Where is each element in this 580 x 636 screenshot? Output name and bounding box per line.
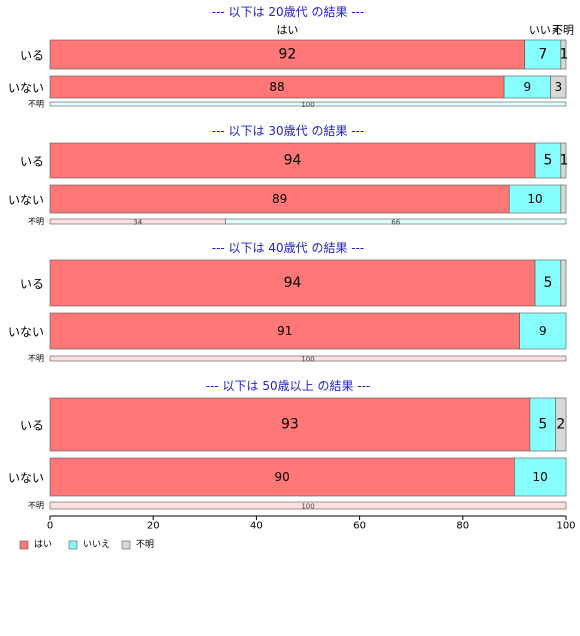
row-label: いる [20,277,44,291]
data-label: 92 [278,47,296,63]
data-label: 7 [538,47,547,63]
column-label: 不明 [552,24,574,37]
data-label: 2 [556,417,565,433]
bar-segment [519,312,567,350]
column-label: はい [276,24,298,37]
data-label: 88 [269,80,284,94]
bar-segment [49,184,510,214]
data-label: 9 [523,80,531,94]
data-label: 1 [560,47,569,63]
row-label: いる [20,155,44,169]
data-label: 3 [554,80,562,94]
bar-segment [560,142,567,179]
x-tick-label: 60 [353,521,366,532]
bar-segment [49,101,567,107]
x-tick-label: 40 [250,521,263,532]
bar-segment [49,397,531,452]
row-label: いない [8,193,44,207]
panel-title: --- 以下は 20歳代 の結果 --- [212,5,365,19]
row-label: 不明 [28,100,44,109]
x-tick-label: 80 [456,521,469,532]
panel-title: --- 以下は 30歳代 の結果 --- [212,124,365,138]
row-label: 不明 [28,501,44,510]
bar-segment [508,184,562,214]
data-label: 94 [284,153,302,169]
row-label: いない [8,325,44,339]
data-label: 9 [539,324,547,338]
bar-segment [560,184,567,214]
bar-segment [514,457,567,497]
data-label: 10 [527,192,542,206]
x-tick-label: 0 [47,521,53,532]
row-label: いる [20,419,44,433]
bar-segment [534,259,562,307]
bar-segment [555,397,567,452]
row-label: いない [8,81,44,95]
bar-segment [49,501,567,510]
x-tick-label: 100 [556,521,575,532]
data-label: 100 [301,101,314,109]
bar-segment [524,39,562,70]
row-label: いる [20,49,44,63]
data-label: 93 [281,417,299,433]
panel-title: --- 以下は 50歳以上 の結果 --- [206,379,371,393]
bar-segment [560,39,567,70]
data-label: 91 [277,324,292,338]
panel-title: --- 以下は 40歳代 の結果 --- [212,241,365,255]
legend-label: いいえ [83,539,110,550]
bar-segment [560,259,567,307]
data-label: 100 [301,356,314,364]
data-label: 10 [533,470,548,484]
data-label: 66 [391,219,400,227]
bar-segment [49,355,567,362]
data-label: 1 [560,153,569,169]
x-tick-label: 20 [147,521,160,532]
data-label: 5 [543,153,552,169]
bar-segment [225,218,567,225]
row-label: 不明 [28,354,44,363]
row-label: いない [8,471,44,485]
bar-segment [49,312,520,350]
bar-segment [49,39,526,70]
data-label: 34 [133,219,142,227]
data-label: 100 [301,503,314,511]
bar-segment [49,457,515,497]
data-label: 90 [275,470,290,484]
data-label: 94 [284,275,302,291]
data-label: 89 [272,192,287,206]
row-label: 不明 [28,217,44,226]
column-label: いいえ [529,24,562,37]
data-label: 5 [543,275,552,291]
legend-swatch [68,540,78,550]
bar-segment [550,75,567,99]
legend-swatch [121,540,131,550]
legend-label: はい [34,539,52,550]
data-label: 5 [538,417,547,433]
legend-swatch [19,540,29,550]
legend-label: 不明 [136,539,154,550]
